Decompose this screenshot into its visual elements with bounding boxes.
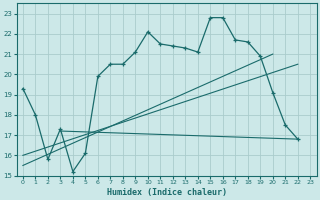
X-axis label: Humidex (Indice chaleur): Humidex (Indice chaleur)	[107, 188, 227, 197]
